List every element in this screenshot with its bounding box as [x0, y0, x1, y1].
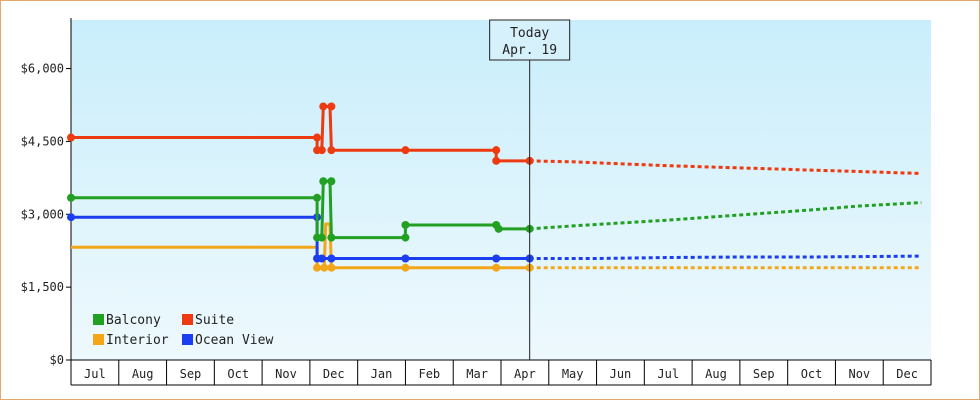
data-point[interactable]	[492, 146, 501, 155]
today-date: Apr. 19	[502, 43, 557, 58]
data-point[interactable]	[494, 224, 503, 233]
legend-label: Interior	[106, 333, 169, 348]
data-point[interactable]	[492, 254, 501, 263]
legend: Balcony Suite Interior Ocean View	[93, 313, 273, 348]
x-tick-label: Apr	[514, 367, 536, 381]
legend-label: Balcony	[106, 313, 161, 328]
y-tick-label: $6,000	[21, 62, 64, 76]
plot-area	[71, 20, 931, 360]
series-suite	[67, 102, 922, 175]
forecast-line	[529, 201, 922, 231]
data-point[interactable]	[327, 146, 336, 155]
data-point[interactable]	[327, 254, 336, 263]
x-tick-label: Feb	[418, 367, 440, 381]
today-label: Today	[510, 26, 549, 41]
x-tick-label: Nov	[275, 367, 297, 381]
data-point[interactable]	[317, 254, 326, 263]
x-tick-label: Jul	[84, 367, 106, 381]
data-point[interactable]	[401, 220, 410, 229]
legend-item-ocean-view[interactable]: Ocean View	[182, 333, 273, 348]
x-tick-label: May	[562, 367, 584, 381]
legend-item-interior[interactable]: Interior	[93, 333, 169, 348]
data-point[interactable]	[67, 213, 75, 222]
series-balcony	[67, 177, 922, 242]
legend-label: Suite	[195, 313, 234, 328]
x-tick-label: Aug	[132, 367, 154, 381]
data-point[interactable]	[313, 133, 322, 142]
y-tick-label: $4,500	[21, 134, 64, 148]
x-tick-label: Jan	[371, 367, 393, 381]
x-tick-label: Mar	[466, 367, 488, 381]
x-tick-label: Nov	[848, 367, 870, 381]
data-point[interactable]	[313, 263, 322, 272]
data-point[interactable]	[401, 263, 410, 272]
x-tick-label: Jul	[657, 367, 679, 381]
forecast-line	[529, 159, 922, 175]
legend-swatch	[182, 334, 193, 345]
y-tick-label: $1,500	[21, 280, 64, 294]
legend-swatch	[182, 314, 193, 325]
x-tick-label: Aug	[705, 367, 727, 381]
legend-item-suite[interactable]: Suite	[182, 313, 234, 328]
data-point[interactable]	[319, 177, 328, 186]
data-point[interactable]	[401, 146, 410, 155]
data-point[interactable]	[492, 263, 501, 272]
x-tick-label: Jun	[610, 367, 632, 381]
legend-item-balcony[interactable]: Balcony	[93, 313, 161, 328]
data-point[interactable]	[320, 263, 329, 272]
data-point[interactable]	[401, 233, 410, 242]
data-point[interactable]	[327, 177, 336, 186]
x-tick-label: Oct	[227, 367, 249, 381]
today-box	[489, 19, 571, 61]
data-point[interactable]	[67, 193, 75, 202]
data-point[interactable]	[313, 193, 322, 202]
x-tick-label: Oct	[801, 367, 823, 381]
x-tick-label: Sep	[180, 367, 202, 381]
y-tick-label: $0	[50, 353, 64, 367]
legend-swatch	[93, 314, 104, 325]
data-point[interactable]	[327, 263, 336, 272]
axes: $0 $1,500 $3,000 $4,500 $6,000 Jul Aug Sep Oct No…	[21, 18, 932, 386]
today-marker: Today Apr. 19	[489, 19, 571, 360]
y-tick-label: $3,000	[21, 207, 64, 221]
x-tick-label: Sep	[753, 367, 775, 381]
x-tick-label: Dec	[323, 367, 345, 381]
series-layer	[67, 102, 922, 272]
x-tick-label: Dec	[896, 367, 918, 381]
data-point[interactable]	[67, 133, 75, 142]
data-point[interactable]	[317, 233, 326, 242]
legend-label: Ocean View	[195, 333, 273, 348]
data-point[interactable]	[327, 233, 336, 242]
data-point[interactable]	[401, 254, 410, 263]
data-point[interactable]	[319, 102, 328, 111]
data-point[interactable]	[327, 102, 336, 111]
data-point[interactable]	[317, 146, 326, 155]
legend-swatch	[93, 334, 104, 345]
data-point[interactable]	[492, 156, 501, 165]
